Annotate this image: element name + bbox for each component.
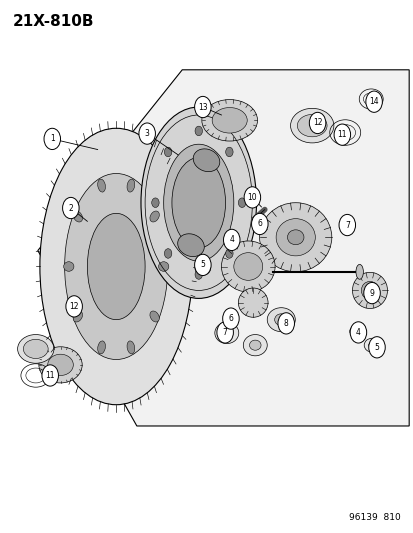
Circle shape: [349, 322, 366, 343]
Text: 3: 3: [145, 129, 149, 138]
Circle shape: [277, 313, 294, 334]
Ellipse shape: [150, 311, 159, 322]
Ellipse shape: [274, 314, 287, 326]
Ellipse shape: [214, 322, 238, 344]
Ellipse shape: [199, 265, 206, 271]
Circle shape: [244, 187, 260, 208]
Circle shape: [62, 197, 79, 219]
Circle shape: [222, 308, 239, 329]
Ellipse shape: [150, 211, 159, 222]
Ellipse shape: [23, 340, 48, 359]
Ellipse shape: [73, 311, 82, 322]
Ellipse shape: [355, 264, 363, 279]
Ellipse shape: [47, 354, 73, 375]
Circle shape: [365, 91, 382, 112]
Text: 10: 10: [247, 193, 256, 202]
Ellipse shape: [225, 235, 238, 247]
Ellipse shape: [163, 144, 233, 261]
Ellipse shape: [127, 341, 135, 354]
Text: 6: 6: [257, 220, 261, 229]
Ellipse shape: [361, 281, 378, 300]
Ellipse shape: [363, 338, 379, 352]
Circle shape: [238, 198, 245, 207]
Ellipse shape: [368, 342, 375, 348]
Ellipse shape: [64, 262, 74, 271]
Text: 7: 7: [222, 328, 227, 337]
Circle shape: [151, 198, 159, 207]
Circle shape: [164, 249, 171, 258]
Ellipse shape: [202, 100, 257, 141]
Circle shape: [66, 296, 82, 317]
Text: 5: 5: [200, 261, 205, 269]
Text: 6: 6: [228, 314, 233, 323]
Circle shape: [195, 270, 202, 279]
Circle shape: [251, 213, 268, 235]
Circle shape: [225, 147, 233, 157]
Ellipse shape: [171, 158, 225, 248]
Ellipse shape: [40, 128, 192, 405]
Ellipse shape: [158, 262, 169, 271]
Ellipse shape: [275, 219, 315, 256]
Ellipse shape: [64, 173, 167, 360]
Circle shape: [225, 249, 233, 258]
Circle shape: [363, 282, 380, 304]
Ellipse shape: [177, 234, 204, 256]
Polygon shape: [38, 70, 408, 426]
Text: 96139  810: 96139 810: [348, 513, 400, 522]
Text: 12: 12: [69, 302, 79, 311]
Ellipse shape: [195, 261, 210, 275]
Text: 11: 11: [337, 130, 346, 139]
Ellipse shape: [39, 347, 82, 383]
Text: 7: 7: [344, 221, 349, 230]
Ellipse shape: [221, 241, 274, 292]
Ellipse shape: [141, 107, 256, 298]
Text: 13: 13: [197, 102, 207, 111]
Ellipse shape: [349, 326, 362, 337]
Text: 9: 9: [369, 288, 374, 297]
Text: 4: 4: [229, 236, 234, 245]
Text: 14: 14: [368, 97, 378, 106]
Circle shape: [309, 112, 325, 134]
Text: 1: 1: [50, 134, 55, 143]
Text: 21X-810B: 21X-810B: [13, 14, 94, 29]
Ellipse shape: [249, 340, 261, 350]
Ellipse shape: [97, 179, 105, 192]
Ellipse shape: [97, 341, 105, 354]
Circle shape: [195, 126, 202, 136]
Circle shape: [338, 214, 355, 236]
Text: 11: 11: [45, 371, 55, 380]
Circle shape: [139, 123, 155, 144]
Circle shape: [164, 147, 171, 157]
Ellipse shape: [221, 328, 232, 338]
Circle shape: [368, 337, 385, 358]
Ellipse shape: [127, 179, 135, 192]
Ellipse shape: [267, 308, 294, 332]
Text: 5: 5: [374, 343, 379, 352]
Ellipse shape: [238, 288, 268, 317]
Ellipse shape: [243, 335, 267, 356]
Ellipse shape: [351, 272, 387, 309]
Ellipse shape: [193, 149, 219, 172]
Ellipse shape: [233, 253, 262, 280]
Ellipse shape: [259, 203, 331, 272]
Ellipse shape: [18, 335, 54, 364]
Ellipse shape: [87, 213, 145, 320]
Text: 8: 8: [283, 319, 288, 328]
Circle shape: [194, 96, 211, 118]
Text: 2: 2: [68, 204, 73, 213]
Circle shape: [44, 128, 60, 150]
Circle shape: [216, 322, 233, 343]
Ellipse shape: [287, 230, 303, 245]
Ellipse shape: [211, 108, 247, 133]
Circle shape: [194, 254, 211, 276]
Ellipse shape: [290, 108, 333, 143]
Circle shape: [223, 229, 240, 251]
Circle shape: [333, 124, 350, 146]
Text: 4: 4: [355, 328, 360, 337]
Ellipse shape: [297, 115, 326, 137]
Text: 12: 12: [312, 118, 322, 127]
Ellipse shape: [73, 211, 82, 222]
Circle shape: [42, 365, 58, 386]
